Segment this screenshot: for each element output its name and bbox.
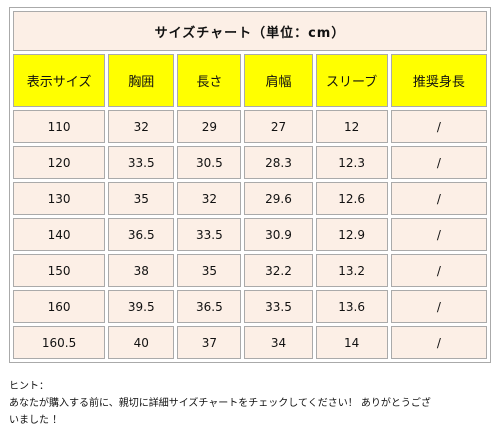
data-cell: 28.3	[244, 146, 313, 179]
data-cell: 140	[13, 218, 106, 251]
data-row: 140 36.5 33.5 30.9 12.9/	[13, 218, 487, 251]
header-row: 表示サイズ 胸囲 長さ 肩幅 スリーブ 推奨身長	[13, 54, 487, 107]
data-row: 160 39.5 36.5 33.5 13.6/	[13, 290, 487, 323]
data-cell: 13.6	[315, 290, 388, 323]
header-cell: スリーブ	[315, 54, 388, 107]
data-cell: 37	[177, 326, 242, 359]
data-cell: 29.6	[244, 182, 313, 215]
header-cell: 肩幅	[244, 54, 313, 107]
data-cell: 12	[315, 110, 388, 143]
data-cell: 32.2	[244, 254, 313, 287]
table-title: サイズチャート（単位：cm）	[13, 11, 487, 51]
data-cell: 32	[108, 110, 175, 143]
data-cell: 30.9	[244, 218, 313, 251]
data-cell: 36.5	[108, 218, 175, 251]
data-cell: 29	[177, 110, 242, 143]
data-cell: 33.5	[177, 218, 242, 251]
data-cell: 150	[13, 254, 106, 287]
data-cell: /	[390, 110, 487, 143]
size-table: サイズチャート（単位：cm） 表示サイズ 胸囲 長さ 肩幅 スリーブ 推奨身長 110 32 29…	[9, 7, 491, 363]
hint-label: ヒント：	[9, 381, 49, 392]
data-cell: 30.5	[177, 146, 242, 179]
data-cell: 36.5	[177, 290, 242, 323]
header-cell: 表示サイズ	[13, 54, 106, 107]
data-cell: 38	[108, 254, 175, 287]
data-cell: 27	[244, 110, 313, 143]
hint-line: いました ！	[9, 415, 63, 426]
data-cell: /	[390, 254, 487, 287]
data-cell: 35	[108, 182, 175, 215]
data-row: 160.5 40 37 34 14/	[13, 326, 487, 359]
data-cell: /	[390, 146, 487, 179]
data-cell: 14	[315, 326, 388, 359]
data-cell: 39.5	[108, 290, 175, 323]
data-cell: 12.3	[315, 146, 388, 179]
data-cell: /	[390, 290, 487, 323]
table-body: サイズチャート（単位：cm） 表示サイズ 胸囲 長さ 肩幅 スリーブ 推奨身長 110 32 29…	[13, 11, 487, 359]
title-row: サイズチャート（単位：cm）	[13, 11, 487, 51]
data-cell: 33.5	[244, 290, 313, 323]
data-row: 130 35 32 29.6 12.6/	[13, 182, 487, 215]
data-cell: /	[390, 182, 487, 215]
data-cell: 120	[13, 146, 106, 179]
data-cell: /	[390, 218, 487, 251]
data-cell: /	[390, 326, 487, 359]
hint: ヒント： あなたが購入する前に、親切に詳細サイズチャートをチェックしてください！…	[9, 378, 495, 429]
data-cell: 12.9	[315, 218, 388, 251]
data-cell: 32	[177, 182, 242, 215]
data-cell: 40	[108, 326, 175, 359]
data-cell: 33.5	[108, 146, 175, 179]
size-chart: サイズチャート（単位：cm） 表示サイズ 胸囲 長さ 肩幅 スリーブ 推奨身長 110 32 29…	[9, 7, 491, 363]
data-row: 110 32 29 27 12/	[13, 110, 487, 143]
data-cell: 13.2	[315, 254, 388, 287]
data-cell: 110	[13, 110, 106, 143]
header-cell: 長さ	[177, 54, 242, 107]
header-cell: 胸囲	[108, 54, 175, 107]
header-cell: 推奨身長	[390, 54, 487, 107]
hint-line: あなたが購入する前に、親切に詳細サイズチャートをチェックしてください！ ありがと…	[9, 398, 431, 409]
data-cell: 160	[13, 290, 106, 323]
data-cell: 160.5	[13, 326, 106, 359]
data-row: 120 33.5 30.5 28.3 12.3/	[13, 146, 487, 179]
data-cell: 35	[177, 254, 242, 287]
data-cell: 34	[244, 326, 313, 359]
data-row: 150 38 35 32.2 13.2/	[13, 254, 487, 287]
data-cell: 12.6	[315, 182, 388, 215]
data-cell: 130	[13, 182, 106, 215]
